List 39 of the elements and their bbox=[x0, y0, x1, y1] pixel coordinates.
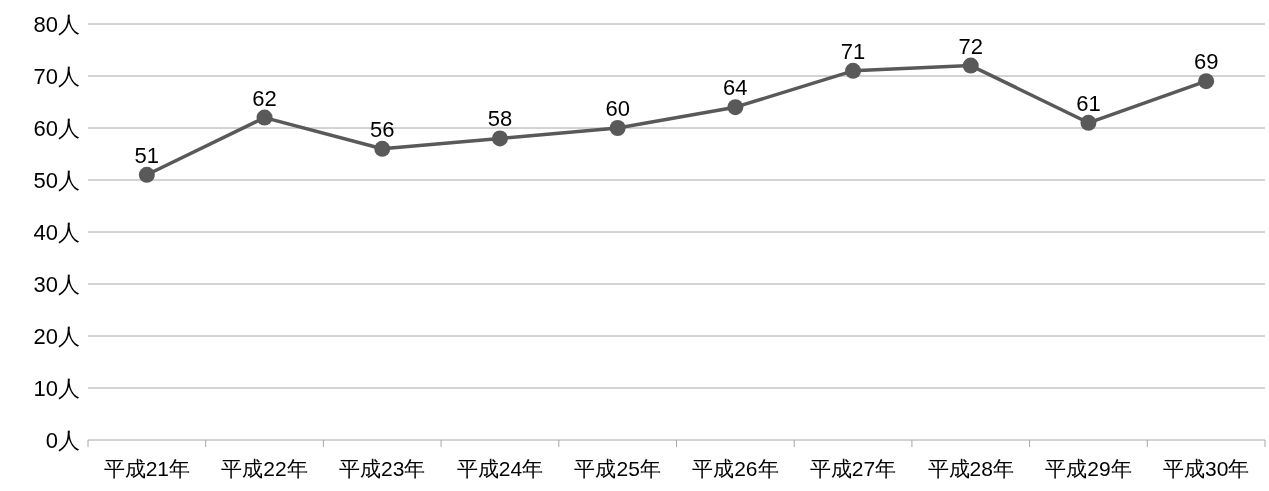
data-label: 56 bbox=[370, 116, 395, 142]
x-tick-label: 平成29年 bbox=[1045, 457, 1132, 480]
point bbox=[1198, 73, 1215, 90]
point bbox=[256, 109, 273, 126]
x-tick-label: 平成22年 bbox=[221, 457, 308, 480]
point bbox=[845, 62, 862, 79]
x-tick-label: 平成23年 bbox=[339, 457, 426, 480]
x-tick-label: 平成28年 bbox=[927, 457, 1014, 480]
point bbox=[962, 57, 979, 74]
x-tick-label: 平成21年 bbox=[103, 457, 191, 480]
point bbox=[609, 120, 626, 136]
y-tick-label: 30人 bbox=[33, 272, 80, 297]
x-tick-label: 平成25年 bbox=[574, 457, 661, 480]
data-label: 58 bbox=[487, 106, 513, 132]
data-label: 64 bbox=[723, 75, 748, 101]
data-label: 61 bbox=[1076, 90, 1101, 116]
y-tick-label: 70人 bbox=[33, 64, 80, 89]
point bbox=[491, 130, 508, 147]
x-tick-label: 平成26年 bbox=[692, 457, 779, 480]
y-tick-label: 40人 bbox=[33, 220, 80, 245]
data-label: 60 bbox=[605, 96, 630, 121]
y-tick-label: 20人 bbox=[33, 324, 80, 349]
y-tick-label: 60人 bbox=[33, 116, 80, 141]
data-label: 69 bbox=[1193, 49, 1219, 75]
y-tick-label: 0人 bbox=[45, 428, 80, 453]
point bbox=[1080, 114, 1097, 131]
x-tick-label: 平成24年 bbox=[456, 457, 544, 480]
data-label: 71 bbox=[840, 38, 866, 64]
data-label: 51 bbox=[134, 142, 160, 168]
point bbox=[727, 99, 744, 116]
y-tick-label: 80人 bbox=[33, 12, 80, 37]
y-tick-label: 10人 bbox=[33, 376, 80, 401]
point bbox=[138, 166, 155, 183]
point bbox=[374, 140, 391, 157]
y-tick-label: 50人 bbox=[33, 168, 80, 193]
data-label: 62 bbox=[252, 85, 277, 111]
data-label: 72 bbox=[958, 33, 983, 59]
x-tick-label: 平成27年 bbox=[809, 457, 897, 480]
x-tick-label: 平成30年 bbox=[1162, 457, 1250, 480]
